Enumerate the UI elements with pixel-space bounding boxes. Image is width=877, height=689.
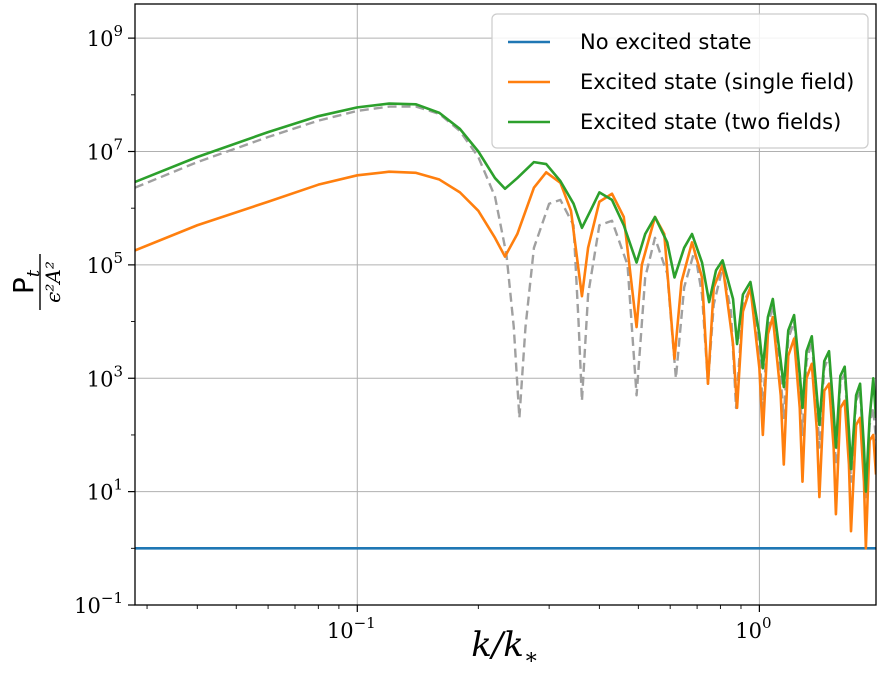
- plot-frame: [134, 3, 877, 606]
- x-tick-label: 10−1: [327, 614, 376, 643]
- legend-label-two-fields: Excited state (two fields): [580, 110, 841, 134]
- y-tick-label: 103: [87, 362, 123, 391]
- ticks: 10−1 100 10−1 101 103 105 107 109: [74, 22, 771, 643]
- y-tick-label: 101: [87, 476, 123, 505]
- y-axis-title-denominator: ϵ²A²: [41, 261, 65, 303]
- y-axis-title: Pt ϵ²A²: [7, 254, 65, 310]
- legend-label-no-excited-state: No excited state: [580, 30, 752, 54]
- series-excited-two-fields: [135, 102, 876, 493]
- y-axis-title-numerator: Pt: [7, 269, 44, 294]
- y-tick-label: 109: [87, 22, 123, 51]
- series-layer: [135, 102, 876, 550]
- legend-label-single-field: Excited state (single field): [580, 70, 854, 94]
- legend: No excited state Excited state (single f…: [491, 13, 869, 149]
- series-excited-single-field: [135, 170, 876, 550]
- y-tick-label: 107: [87, 136, 123, 165]
- x-tick-label: 100: [735, 614, 771, 643]
- legend-box: [491, 13, 869, 149]
- y-tick-label: 105: [87, 249, 123, 278]
- y-tick-label: 10−1: [74, 589, 123, 618]
- x-axis-title: k/k∗: [471, 625, 539, 670]
